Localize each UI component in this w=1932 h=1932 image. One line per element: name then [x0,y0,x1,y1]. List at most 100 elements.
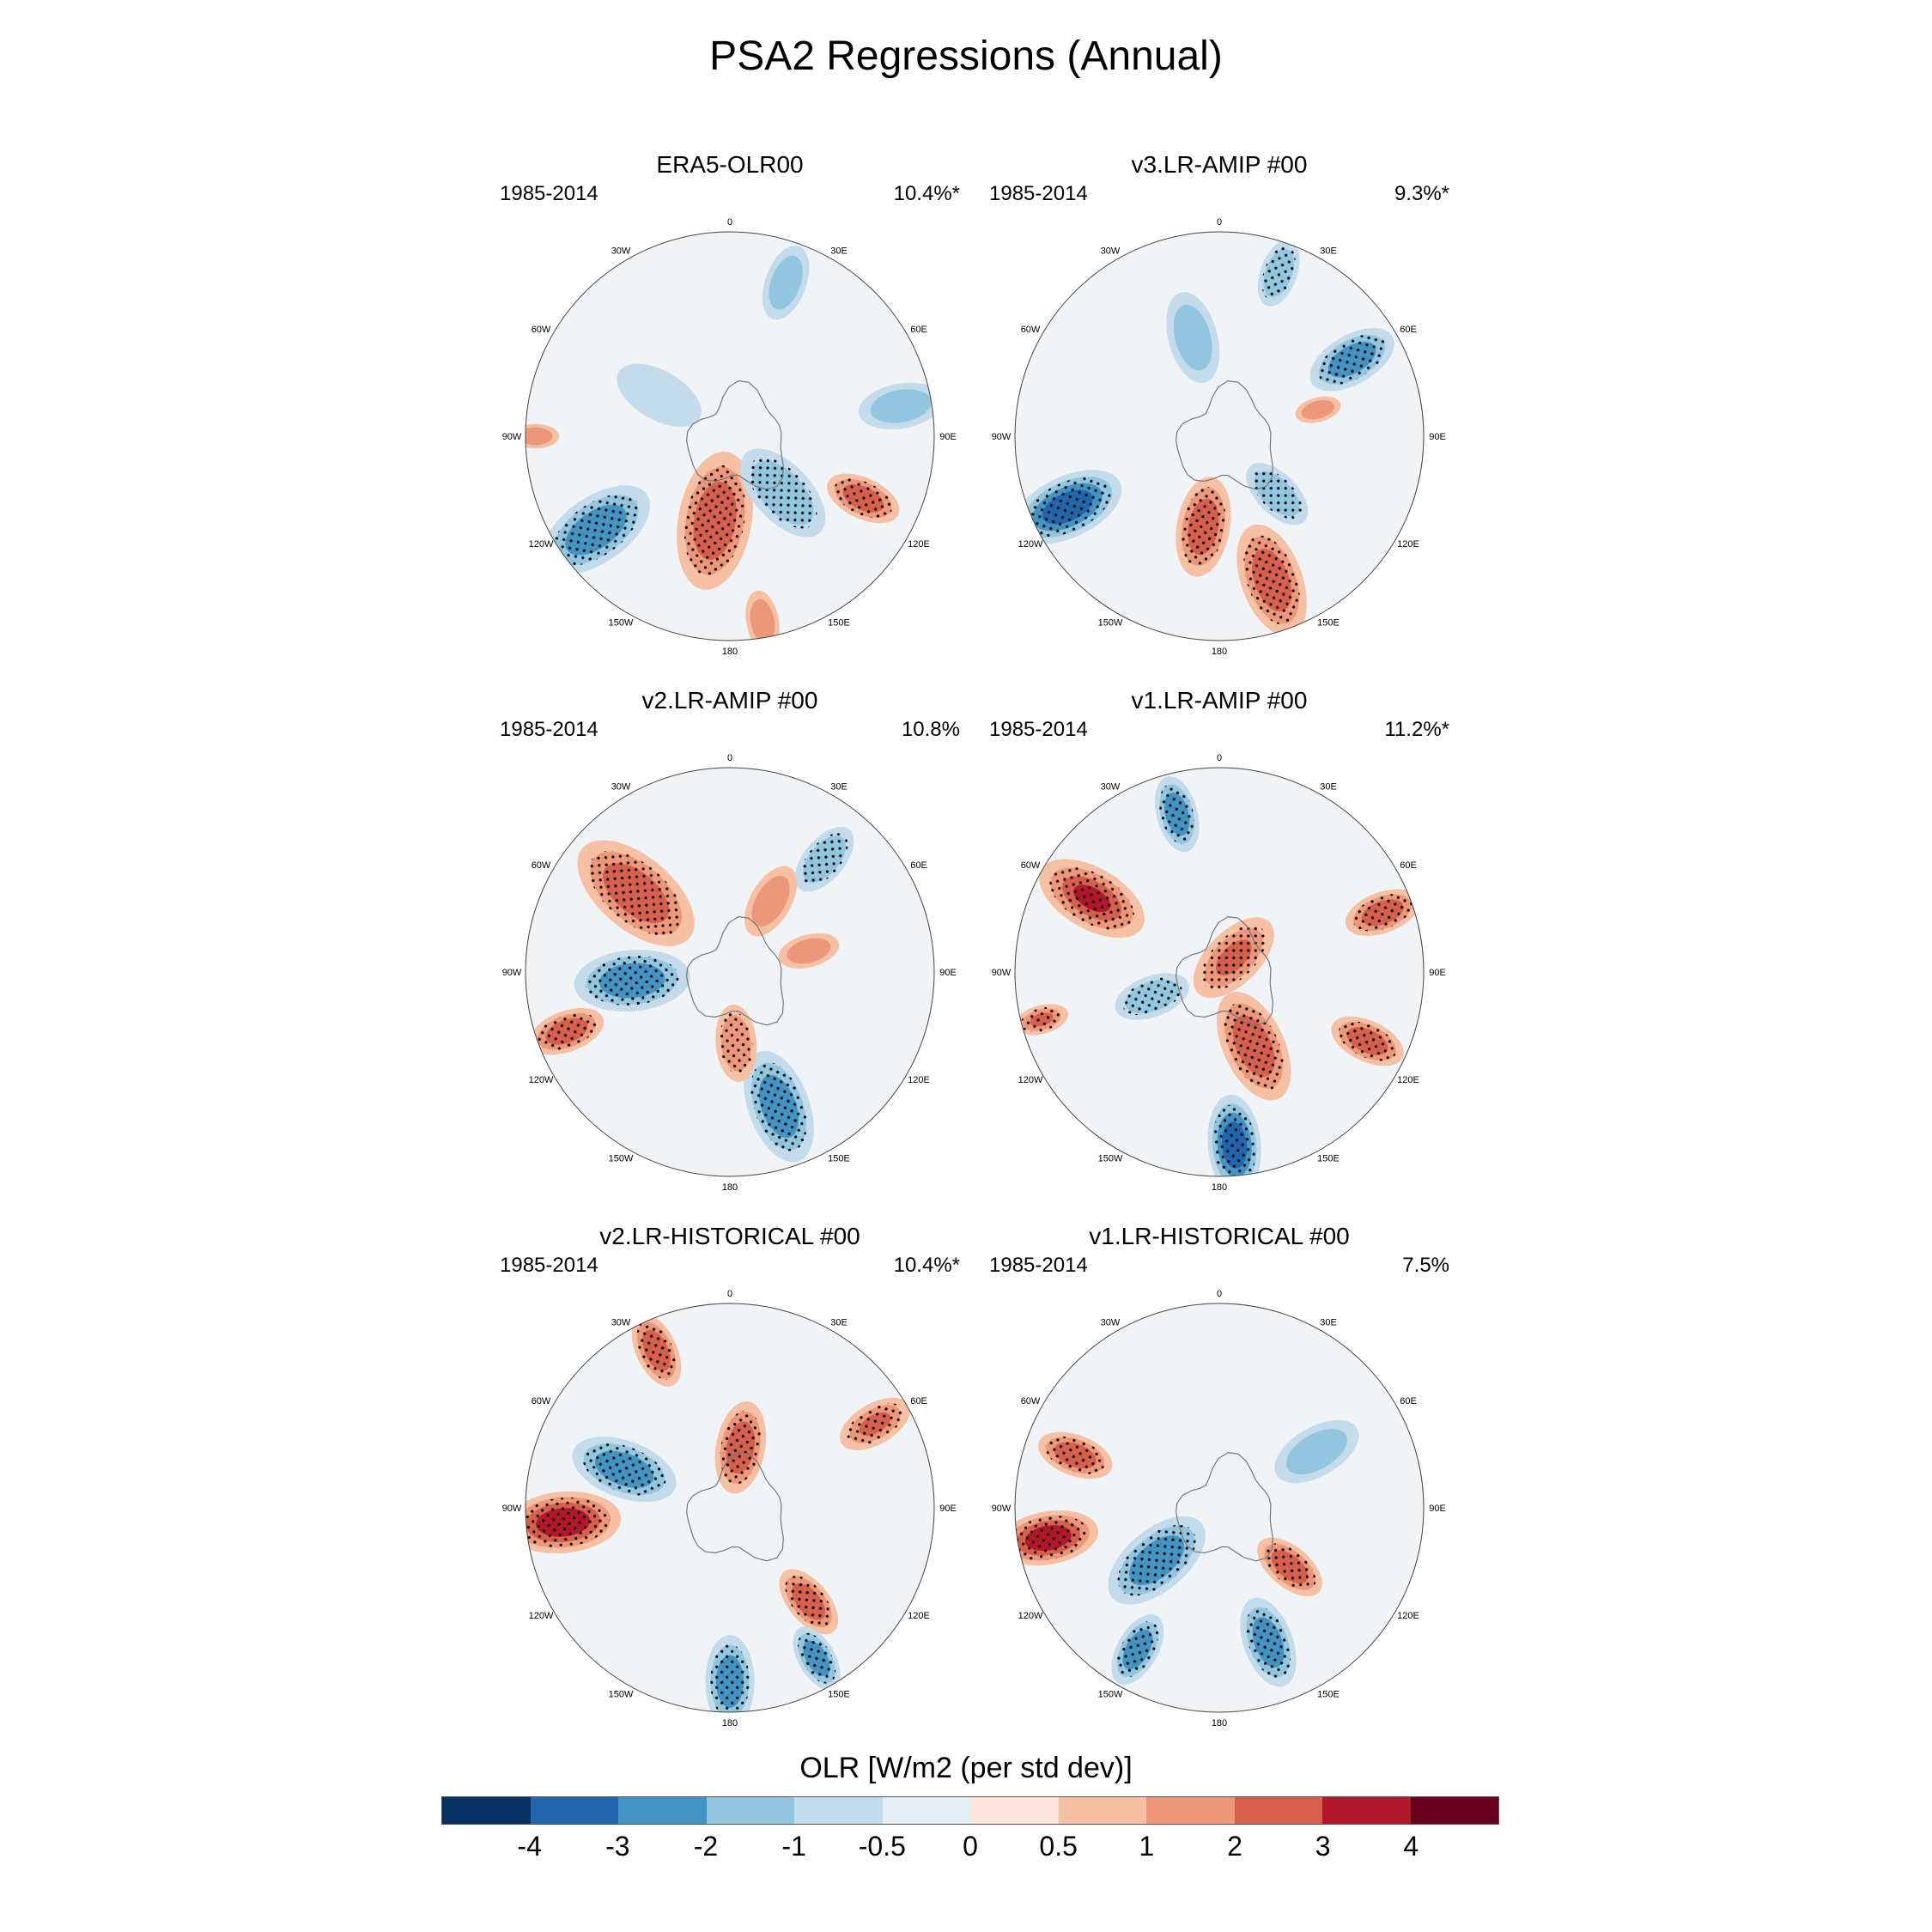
longitude-label: 180 [1212,1718,1227,1728]
longitude-label: 120E [908,539,930,550]
significance-stippling [720,1410,762,1485]
longitude-label: 150E [828,1154,850,1164]
longitude-label: 90E [1429,1504,1446,1514]
longitude-label: 30E [1320,1318,1337,1328]
longitude-label: 60E [1400,860,1417,871]
longitude-label: 150W [1098,1690,1123,1700]
significance-stippling [1338,1021,1397,1061]
colorbar-swatch [1234,1797,1322,1824]
longitude-label: 150W [609,1154,634,1164]
panel-title: v3.LR-AMIP #00 [1131,151,1308,178]
significance-stippling [1245,1607,1291,1679]
longitude-label: 90W [992,1504,1012,1514]
panel-percent: 9.3%* [1394,182,1449,205]
antarctica-coastline [685,380,784,490]
panel-title: ERA5-OLR00 [656,151,804,178]
longitude-label: 150W [609,618,634,629]
colorbar-swatch [794,1797,883,1824]
longitude-label: 60W [532,325,551,335]
significance-stippling [683,465,746,576]
map-panel-v3-amip: v3.LR-AMIP #00 1985-2014 9.3%* 0 30E 60E 90… [979,151,1460,668]
longitude-label: 0 [1217,1289,1222,1299]
significance-stippling [1201,925,1267,990]
significance-stippling [1015,1516,1089,1560]
longitude-label: 60E [910,860,927,871]
colorbar-swatch [882,1797,970,1824]
longitude-label: 120E [908,1075,930,1085]
longitude-label: 150E [828,1690,850,1700]
olr-anomaly-contour [1297,1437,1336,1466]
polar-map: 0 30E 60E 90E 120E 150E 180 150W 120W 90W 60W 30W [502,217,957,657]
significance-stippling [1243,535,1300,625]
panel-title: v2.LR-AMIP #00 [641,687,818,714]
panel-percent: 10.4%* [893,1254,960,1277]
map-background [526,232,934,641]
antarctica-coastline [1175,1451,1273,1562]
significance-stippling [1318,334,1386,386]
significance-stippling [1049,866,1134,931]
map-border [1014,1303,1425,1713]
olr-anomaly-contour [526,430,547,442]
antarctica-coastline [685,915,784,1026]
colorbar-tick-label: 4 [1403,1831,1419,1862]
longitude-label: 60W [1021,860,1041,871]
longitude-label: 30W [611,1318,631,1328]
figure-title: PSA2 Regressions (Annual) [709,33,1223,79]
longitude-label: 90E [939,1504,957,1514]
longitude-label: 150W [609,1690,634,1700]
panel-title: v1.LR-HISTORICAL #00 [1089,1223,1350,1249]
colorbar-tick-label: 0.5 [1039,1831,1078,1862]
map-panel-era5: ERA5-OLR00 1985-2014 10.4%* 0 30E 60E 90E 12… [489,151,970,668]
panel-percent: 10.8% [901,718,960,741]
polar-map: 0 30E 60E 90E 120E 150E 180 150W 120W 90W 60W 30W [992,753,1446,1193]
olr-anomaly-contour [758,885,783,917]
longitude-label: 0 [727,753,732,763]
map-border [525,231,935,641]
longitude-label: 90W [502,1504,522,1514]
colorbar-tick-label: 3 [1315,1831,1331,1862]
significance-stippling [1261,246,1296,301]
longitude-label: 30E [1320,782,1337,793]
significance-stippling [636,1321,677,1380]
polar-map: 0 30E 60E 90E 120E 150E 180 150W 120W 90W 60W 30W [502,1289,957,1728]
significance-stippling [586,956,679,1005]
longitude-label: 150E [828,618,850,629]
antarctica-coastline [1175,380,1273,490]
significance-stippling [785,1576,833,1628]
significance-stippling [750,1061,807,1151]
colorbar-tick-label: -2 [693,1831,719,1862]
longitude-label: 60W [532,860,551,871]
colorbar [441,1796,1499,1825]
longitude-label: 150E [1317,618,1340,629]
longitude-label: 30W [1101,1318,1121,1328]
olr-anomaly-contour [1308,404,1328,416]
colorbar-tick-label: -0.5 [858,1831,906,1862]
panel-title: v2.LR-HISTORICAL #00 [599,1223,860,1249]
longitude-label: 120E [1397,1611,1419,1621]
olr-anomaly-contour [775,265,797,300]
significance-stippling [834,478,893,519]
panel-years: 1985-2014 [500,182,598,205]
longitude-label: 60E [910,325,927,335]
longitude-label: 30W [611,782,631,793]
colorbar-tick-label: -4 [517,1831,542,1862]
colorbar-swatch [442,1797,531,1824]
panel-title: v1.LR-AMIP #00 [1131,687,1308,714]
longitude-label: 120W [529,539,554,550]
significance-stippling [749,457,817,529]
significance-stippling [710,1643,750,1712]
panel-years: 1985-2014 [989,182,1088,205]
map-panel-v1-historical: v1.LR-HISTORICAL #00 1985-2014 7.5% 0 30E… [979,1223,1460,1740]
significance-stippling [1212,1104,1256,1176]
longitude-label: 150W [1098,618,1123,629]
olr-anomaly-contour [633,375,685,416]
longitude-label: 0 [727,1289,732,1299]
significance-stippling [847,1402,903,1445]
polar-map: 0 30E 60E 90E 120E 150E 180 150W 120W 90W 60W 30W [502,753,957,1193]
longitude-label: 0 [1217,217,1222,228]
longitude-label: 90W [992,432,1012,442]
panel-percent: 10.4%* [893,182,960,205]
longitude-label: 90W [502,968,522,978]
longitude-label: 30E [830,246,848,257]
longitude-label: 150E [1317,1690,1340,1700]
